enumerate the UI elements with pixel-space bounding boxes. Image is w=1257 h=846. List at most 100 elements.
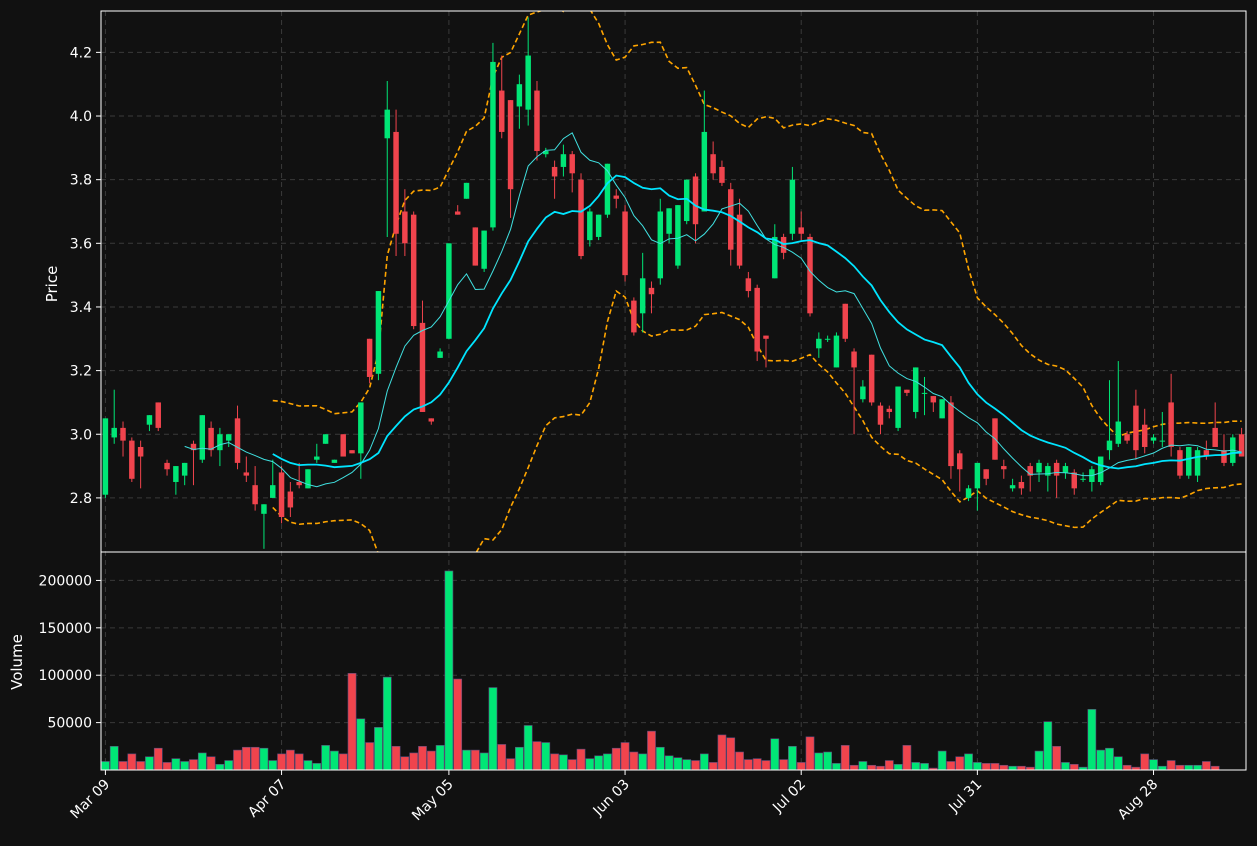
candle [763,335,769,368]
volume-bar [453,678,463,771]
volume-bar [550,753,559,771]
candle [613,189,619,209]
candle-body [1150,437,1157,441]
volume-bar [330,750,339,771]
volume-bar [576,748,586,771]
candle-body [181,462,188,476]
candle [595,214,602,241]
candle-body [1053,462,1060,476]
candle-body [948,402,954,467]
time-tick-label: Jun 03 [590,777,633,820]
candle [631,297,637,336]
candle-body [393,131,399,234]
candle-body [763,335,769,339]
volume-bar [321,745,330,771]
volume-panel-frame [100,551,1247,771]
volume-bar [294,753,304,771]
candle [666,208,672,244]
volume-bar [523,725,533,771]
candle-body [965,488,972,498]
candle-body [525,55,531,110]
volume-bar [664,755,674,771]
candle [895,386,901,432]
volume-bar [788,746,797,771]
candle [683,179,690,225]
candle-body [939,399,945,419]
volume-bar [506,758,515,771]
candle [164,459,170,476]
candle [833,332,840,368]
slow-moving-average [272,174,1242,470]
volume-bar [382,676,392,771]
candle [842,303,848,342]
candle [393,109,399,257]
candle [789,166,796,241]
volume-bar [233,749,242,771]
volume-bar [109,746,119,771]
candle [437,348,443,358]
candle-body [648,287,655,295]
volume-bar [964,753,973,771]
candle-body [402,211,408,244]
volume-bar [567,759,577,771]
volume-bar [779,759,788,771]
candle [490,42,496,231]
volume-bar [893,764,903,771]
candle-body [543,151,549,155]
candle [816,332,822,358]
candle-body [886,408,893,412]
volume-bar [136,761,145,771]
time-tick-label: Jul 31 [945,777,985,817]
candle-body [261,504,267,514]
candle [965,485,972,502]
volume-bar [162,762,172,771]
candle-body [622,211,628,276]
volume-bar [1122,764,1132,771]
candle-body [728,189,734,250]
candle-body [190,443,197,451]
candle-body [1203,450,1210,457]
volume-bar [691,760,700,771]
volume-bar [814,752,824,771]
volume-bar [1008,765,1017,771]
volume-bar [1105,747,1114,771]
candle [904,389,910,397]
candle [234,405,241,470]
candle [217,427,223,467]
volume-bar [1052,746,1061,771]
volume-bar [435,745,445,771]
candle-body [912,367,919,412]
candle-body [437,351,443,358]
candle-body [701,131,708,212]
candle-body [631,300,637,333]
time-tick-label: Aug 28 [1115,777,1161,823]
volume-bar [876,765,885,771]
volume-bar [118,761,128,771]
volume-bar [1043,721,1053,771]
candle-body [137,446,144,457]
candle [807,233,813,317]
candle-body [1001,466,1007,470]
candle-body [1115,421,1122,444]
candle [736,198,743,269]
candle-body [243,472,250,476]
moving-averages [184,132,1242,488]
volume-bar [1184,764,1194,771]
candle-body [199,415,206,460]
volume-bar [884,760,894,771]
volume-bar [735,751,744,771]
candle-body [904,389,910,393]
volume-bar [197,752,207,771]
volume-bar [462,749,471,771]
volume-bar [594,755,603,771]
candle-body [1097,456,1104,482]
candle [939,399,945,419]
candle [1212,402,1218,447]
candle-body [384,109,390,139]
candle-body [358,402,364,454]
candle-body [833,335,840,368]
volume-bar [180,761,190,771]
candle [587,208,593,247]
candle-body [278,472,285,517]
